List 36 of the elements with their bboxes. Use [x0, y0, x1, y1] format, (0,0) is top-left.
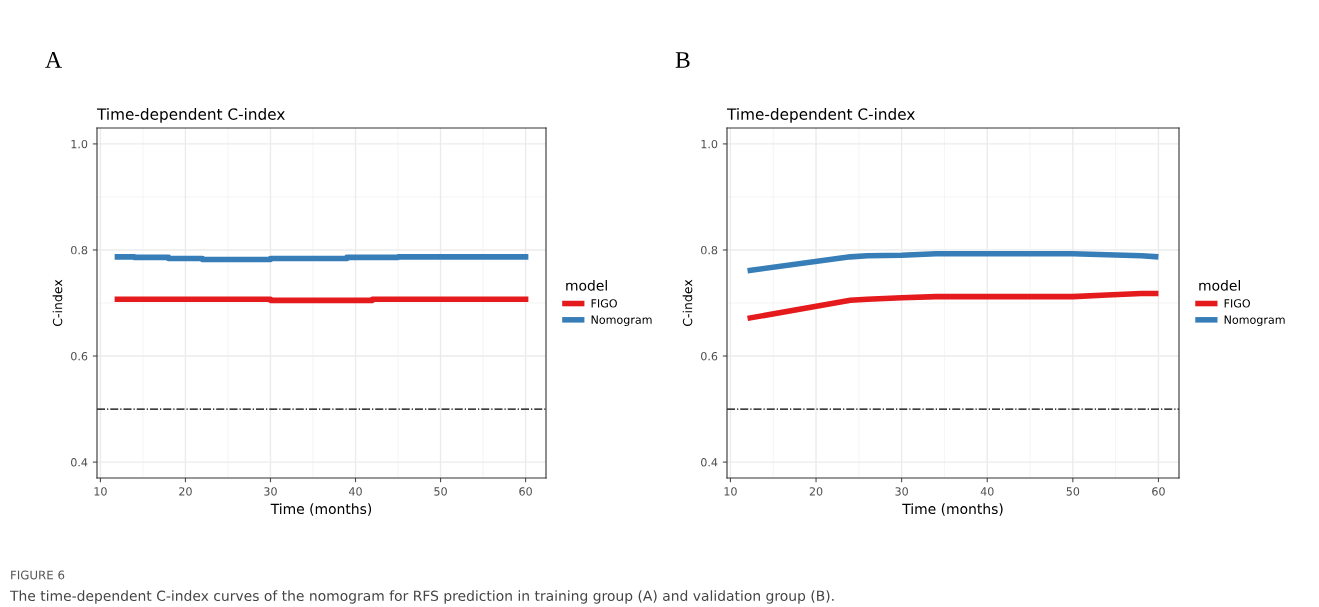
text: The time-dependent C-index curves of the nomogram for RFS prediction in training group (A) and validation group (B).	[9, 590, 834, 604]
legend-label: FIGO	[591, 299, 617, 308]
legend-title: model	[566, 279, 607, 291]
x-tick-label: 10	[94, 487, 107, 496]
y-tick-label: 0.4	[71, 458, 88, 467]
text: A	[45, 52, 62, 68]
x-tick-label: 60	[519, 487, 532, 496]
chart-title: Time-dependent C-index	[96, 108, 285, 123]
y-axis-title: C-index	[682, 279, 693, 327]
chart-title: Time-dependent C-index	[726, 108, 915, 123]
y-tick-label: 1.0	[701, 139, 718, 149]
legend-label: Nomogram	[591, 315, 652, 327]
x-tick-label: 20	[179, 487, 192, 496]
x-tick-label: 60	[1152, 487, 1165, 496]
legend-label: FIGO	[1224, 299, 1250, 308]
y-tick-label: 0.8	[71, 245, 88, 255]
y-tick-label: 0.8	[701, 245, 718, 255]
legend-label: Nomogram	[1224, 315, 1285, 327]
y-axis-title: C-index	[52, 279, 63, 327]
y-tick-label: 1.0	[71, 139, 88, 149]
y-tick-label: 0.6	[701, 352, 718, 361]
x-tick-label: 30	[264, 487, 277, 496]
x-tick-label: 40	[348, 487, 362, 496]
x-tick-label: 50	[434, 487, 447, 496]
caption: FIGURE 6	[11, 570, 65, 580]
legend-title: model	[1199, 279, 1240, 291]
x-tick-label: 40	[980, 487, 994, 496]
x-axis-title: Time (months)	[270, 503, 372, 516]
x-tick-label: 30	[895, 487, 908, 496]
text: B	[675, 52, 690, 68]
y-tick-label: 0.6	[71, 352, 88, 361]
x-axis-title: Time (months)	[902, 503, 1003, 516]
x-tick-label: 20	[809, 487, 823, 496]
x-tick-label: 10	[724, 487, 737, 496]
y-tick-label: 0.4	[701, 458, 718, 467]
x-tick-label: 50	[1066, 487, 1080, 496]
